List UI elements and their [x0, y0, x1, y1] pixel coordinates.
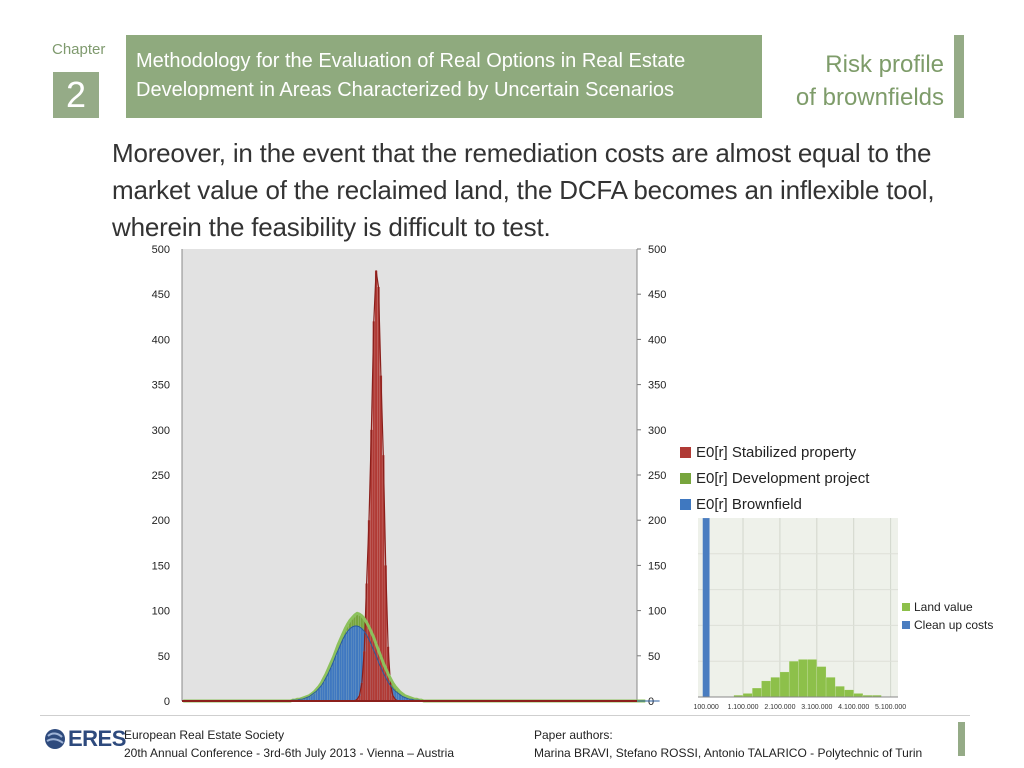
y-tick-label-right: 400	[648, 334, 666, 346]
legend-swatch-brownfield	[680, 498, 691, 510]
presentation-title: Methodology for the Evaluation of Real O…	[126, 35, 762, 118]
y-tick-label-right: 350	[648, 380, 666, 392]
chapter-number: 2	[53, 72, 99, 118]
y-tick-label-right: 450	[648, 289, 666, 301]
section-line-2: of brownfields	[795, 84, 944, 111]
histogram-bar	[334, 655, 337, 702]
footer-authors: Paper authors: Marina BRAVI, Stefano ROS…	[534, 726, 922, 762]
legend-item-brownfield: E0[r] Brownfield	[680, 491, 869, 517]
series-0	[355, 270, 397, 702]
footer-conference-line: 20th Annual Conference - 3rd-6th July 20…	[124, 746, 454, 760]
footer-accent-bar	[958, 722, 965, 756]
y-tick-label-right: 250	[648, 470, 666, 482]
histogram-bar	[348, 628, 352, 702]
footer-authors-label: Paper authors:	[534, 728, 613, 742]
logo-text: ERES	[68, 726, 126, 751]
y-tick-label-right: 100	[648, 606, 666, 618]
y-tick-label-right: 200	[648, 515, 666, 527]
y-tick-label-right: 50	[648, 651, 660, 663]
legend-swatch-stabilized	[680, 446, 691, 458]
y-tick-label-left: 350	[152, 380, 170, 392]
y-tick-label-left: 300	[152, 425, 170, 437]
histogram-bar	[327, 672, 330, 702]
globe-icon	[45, 729, 65, 749]
legend-label-land-value: Land value	[914, 600, 973, 614]
legend-label-brownfield: E0[r] Brownfield	[696, 495, 802, 513]
histogram-bar	[331, 661, 335, 702]
chapter-label: Chapter	[52, 41, 106, 58]
y-tick-label-left: 50	[158, 651, 170, 663]
legend-label-stabilized: E0[r] Stabilized property	[696, 443, 857, 461]
histogram-bar	[320, 685, 323, 702]
y-tick-label-right: 300	[648, 425, 666, 437]
histogram-bar	[324, 677, 328, 702]
section-title: Risk profile of brownfields	[796, 48, 944, 114]
legend-item-stabilized: E0[r] Stabilized property	[680, 439, 869, 465]
y-tick-label-left: 150	[152, 560, 170, 572]
y-tick-label-left: 200	[152, 515, 170, 527]
title-line-1: Methodology for the Evaluation of Real O…	[136, 50, 686, 72]
y-tick-label-right: 500	[648, 244, 666, 256]
y-tick-label-left: 0	[164, 696, 170, 708]
legend-item-clean-up: Clean up costs	[902, 616, 993, 634]
histogram-bar	[336, 650, 340, 702]
y-tick-label-right: 150	[648, 560, 666, 572]
footer-authors-names: Marina BRAVI, Stefano ROSSI, Antonio TAL…	[534, 746, 923, 760]
y-tick-label-left: 400	[152, 334, 170, 346]
footer-society: European Real Estate Society	[124, 728, 285, 742]
footer-divider	[40, 715, 970, 716]
histogram-bar	[329, 667, 333, 702]
plot-area	[182, 249, 637, 701]
y-tick-label-left: 250	[152, 470, 170, 482]
histogram-bar	[355, 625, 359, 702]
y-tick-label-left: 500	[152, 244, 170, 256]
histogram-bar	[343, 634, 347, 702]
histogram-bar	[322, 681, 326, 702]
header-accent-bar	[954, 35, 964, 118]
footer-conference: European Real Estate Society 20th Annual…	[124, 726, 454, 762]
body-paragraph: Moreover, in the event that the remediat…	[112, 138, 935, 242]
histogram-bar	[350, 626, 354, 702]
legend-label-clean-up: Clean up costs	[914, 618, 994, 632]
y-tick-label-left: 450	[152, 289, 170, 301]
legend-swatch-development	[680, 472, 691, 484]
section-line-1: Risk profile	[825, 51, 944, 78]
legend-label-development: E0[r] Development project	[696, 469, 870, 487]
histogram-bar	[374, 270, 378, 702]
y-tick-label-left: 100	[152, 606, 170, 618]
legend-swatch-clean-up	[902, 621, 910, 629]
histogram-bar	[377, 286, 380, 702]
title-line-2: Development in Areas Characterized by Un…	[136, 79, 675, 101]
inset-chart-legend: Land value Clean up costs	[902, 598, 993, 634]
legend-item-development: E0[r] Development project	[680, 465, 869, 491]
legend-item-land-value: Land value	[902, 598, 993, 616]
histogram-bar	[341, 639, 345, 702]
histogram-bar	[353, 625, 357, 702]
histogram-bar	[346, 631, 349, 702]
histogram-bar	[317, 688, 321, 702]
main-chart-legend: E0[r] Stabilized property E0[r] Developm…	[680, 439, 869, 517]
y-tick-label-right: 0	[648, 696, 654, 708]
histogram-bar	[315, 690, 318, 702]
eres-logo: ERES	[44, 724, 126, 754]
histogram-bar	[339, 644, 342, 702]
legend-swatch-land-value	[902, 603, 910, 611]
